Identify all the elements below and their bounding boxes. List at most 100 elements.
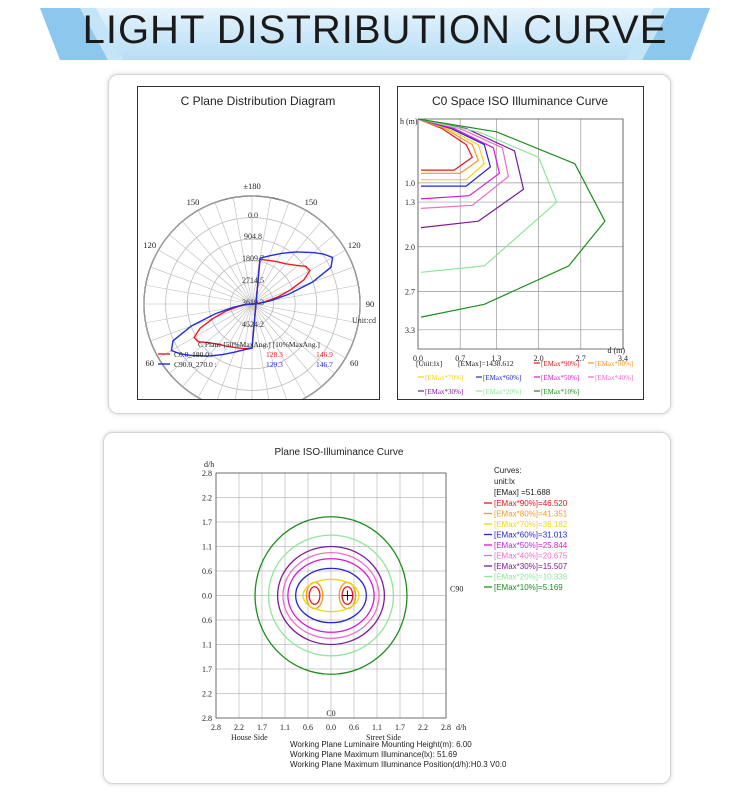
bottom-card: Plane ISO-Illuminance Curve 2.8 2.2 1.7 1.1 0… xyxy=(103,432,671,784)
polar-radial-label: 904.8 xyxy=(244,232,262,241)
polar-angle-label: ±180 xyxy=(243,181,260,191)
plane-footer-line: Working Plane Maximum Illuminance Positi… xyxy=(290,760,507,769)
plane-x-tick: 0.0 xyxy=(326,723,336,732)
polar-title: C Plane Distribution Diagram xyxy=(181,94,336,108)
plane-iso-contour xyxy=(308,586,321,605)
iso-y-tick: 1.3 xyxy=(405,198,415,207)
iso-series-curve xyxy=(417,118,479,174)
iso-chart: C0 Space ISO Illuminance Curve 0.0 0.7 1.3 2… xyxy=(400,94,633,396)
plane-iso-contour xyxy=(276,545,386,646)
plane-street-side: Street Side xyxy=(366,733,401,742)
polar-legend-v10: 146.9 xyxy=(316,350,333,359)
polar-grid-spoke xyxy=(158,303,253,359)
iso-series-curve xyxy=(417,118,606,318)
polar-grid-spoke xyxy=(251,266,354,305)
polar-radial-label: 1809.7 xyxy=(242,254,264,263)
polar-angle-label: 150 xyxy=(187,197,200,207)
polar-grid-spoke xyxy=(251,303,322,387)
plane-iso-contour xyxy=(287,558,375,633)
plane-y-tick: 1.1 xyxy=(202,641,212,650)
plane-max-marker xyxy=(342,590,353,601)
polar-grid-spoke xyxy=(251,303,354,342)
plane-iso-contour xyxy=(254,516,408,675)
polar-angle-label: 90 xyxy=(366,299,375,309)
polar-grid-spoke xyxy=(251,303,307,398)
plane-title: Plane ISO-Illuminance Curve xyxy=(275,447,404,458)
iso-x-tick: 3.4 xyxy=(618,354,628,363)
plane-y-tick: 2.8 xyxy=(202,469,212,478)
plane-c0-label: C0 xyxy=(326,709,335,718)
iso-legend-name: [EMax*10%] xyxy=(541,388,579,396)
polar-grid-spoke xyxy=(158,249,253,305)
iso-legend-name: [EMax*20%] xyxy=(483,388,521,396)
plane-y-tick: 0.6 xyxy=(202,567,212,576)
polar-legend-v50: 129.3 xyxy=(266,360,283,369)
plane-legend-name: [EMax*50%]=25.844 xyxy=(494,541,568,550)
polar-grid-spoke xyxy=(169,303,253,374)
iso-legend-name: [EMax*80%] xyxy=(595,360,633,368)
iso-series-curve xyxy=(417,118,491,187)
plane-y-tick: 2.2 xyxy=(202,690,212,699)
polar-grid-spoke xyxy=(182,221,253,305)
iso-series-curve xyxy=(417,118,473,171)
iso-y-tick: 3.3 xyxy=(405,326,415,335)
plane-x-tick: 1.1 xyxy=(280,723,290,732)
polar-grid-spoke xyxy=(251,197,272,305)
polar-angle-label: 150 xyxy=(305,197,318,207)
plane-iso-contour xyxy=(295,567,367,624)
iso-series-curve xyxy=(417,118,558,273)
plane-y-tick: 1.7 xyxy=(202,518,212,527)
iso-x-label: d (m) xyxy=(607,346,625,355)
plane-legend-name: [EMax*40%]=20.675 xyxy=(494,552,568,561)
polar-angle-label: 120 xyxy=(348,240,361,250)
iso-legend-name: [EMax*70%] xyxy=(425,374,463,382)
polar-grid-spoke xyxy=(182,303,253,387)
polar-grid-spoke xyxy=(251,303,272,411)
polar-legend-v10: 146.7 xyxy=(316,360,333,369)
polar-grid-spoke xyxy=(251,303,359,324)
plane-x-label: d/h xyxy=(456,723,466,732)
iso-legend-name: [EMax*30%] xyxy=(425,388,463,396)
iso-legend-name: [EMax*50%] xyxy=(541,374,579,382)
iso-legend-name: [EMax*60%] xyxy=(483,374,521,382)
plane-legend-name: [EMax*60%]=31.013 xyxy=(494,531,568,540)
polar-legend-v50: 128.3 xyxy=(266,350,283,359)
polar-grid-spoke xyxy=(197,210,253,305)
plane-legend-name: [EMax*30%]=15.507 xyxy=(494,562,568,571)
plane-legend-name: [EMax*10%]=5.169 xyxy=(494,583,563,592)
polar-grid-spoke xyxy=(214,303,253,406)
iso-legend-name: [EMax*90%] xyxy=(541,360,579,368)
polar-angle-label: 60 xyxy=(146,358,155,368)
plane-plot-frame xyxy=(215,472,447,719)
plane-legend-emax: [EMax] =51.688 xyxy=(494,488,551,497)
iso-y-tick: 2.0 xyxy=(405,243,415,252)
polar-grid-spoke xyxy=(251,303,290,406)
polar-chart: C Plane Distribution Diagram ±180 150 150 12… xyxy=(130,94,376,427)
polar-radial-label: 4524.2 xyxy=(242,320,264,329)
iso-y-label: h (m) xyxy=(400,117,418,126)
plane-y-tick: 0.6 xyxy=(202,616,212,625)
iso-series-curve xyxy=(417,118,485,181)
plane-legend-title: Curves: xyxy=(494,466,522,475)
polar-legend-name: C0.0_180.0 : xyxy=(174,350,213,359)
polar-grid-spoke xyxy=(251,303,335,374)
plane-footer-line: Working Plane Luminaire Mounting Height(… xyxy=(290,740,472,749)
iso-plot-frame xyxy=(417,118,624,350)
plane-c90-label: C90 xyxy=(450,585,463,594)
plane-iso-contour xyxy=(282,551,380,640)
polar-grid-spoke xyxy=(169,234,253,305)
iso-legend-name: [EMax*40%] xyxy=(595,374,633,382)
polar-chart-panel: C Plane Distribution Diagram ±180 150 150 12… xyxy=(130,86,380,427)
polar-grid-spoke xyxy=(251,249,346,305)
plane-x-tick: 1.7 xyxy=(395,723,405,732)
plane-x-tick: 2.8 xyxy=(441,723,451,732)
plane-x-tick: 1.1 xyxy=(372,723,382,732)
plane-legend-name: [EMax*20%]=10.338 xyxy=(494,573,568,582)
iso-legend-emax: [EMax]=1438.612 xyxy=(458,359,514,368)
polar-grid-spoke xyxy=(150,303,253,342)
polar-series-curve xyxy=(170,251,334,357)
polar-grid-spoke xyxy=(251,234,335,305)
polar-unit: Unit:cd xyxy=(352,316,376,325)
plane-chart: Plane ISO-Illuminance Curve 2.8 2.2 1.7 1.1 0… xyxy=(202,447,568,769)
iso-x-tick: 0.0 xyxy=(413,354,423,363)
